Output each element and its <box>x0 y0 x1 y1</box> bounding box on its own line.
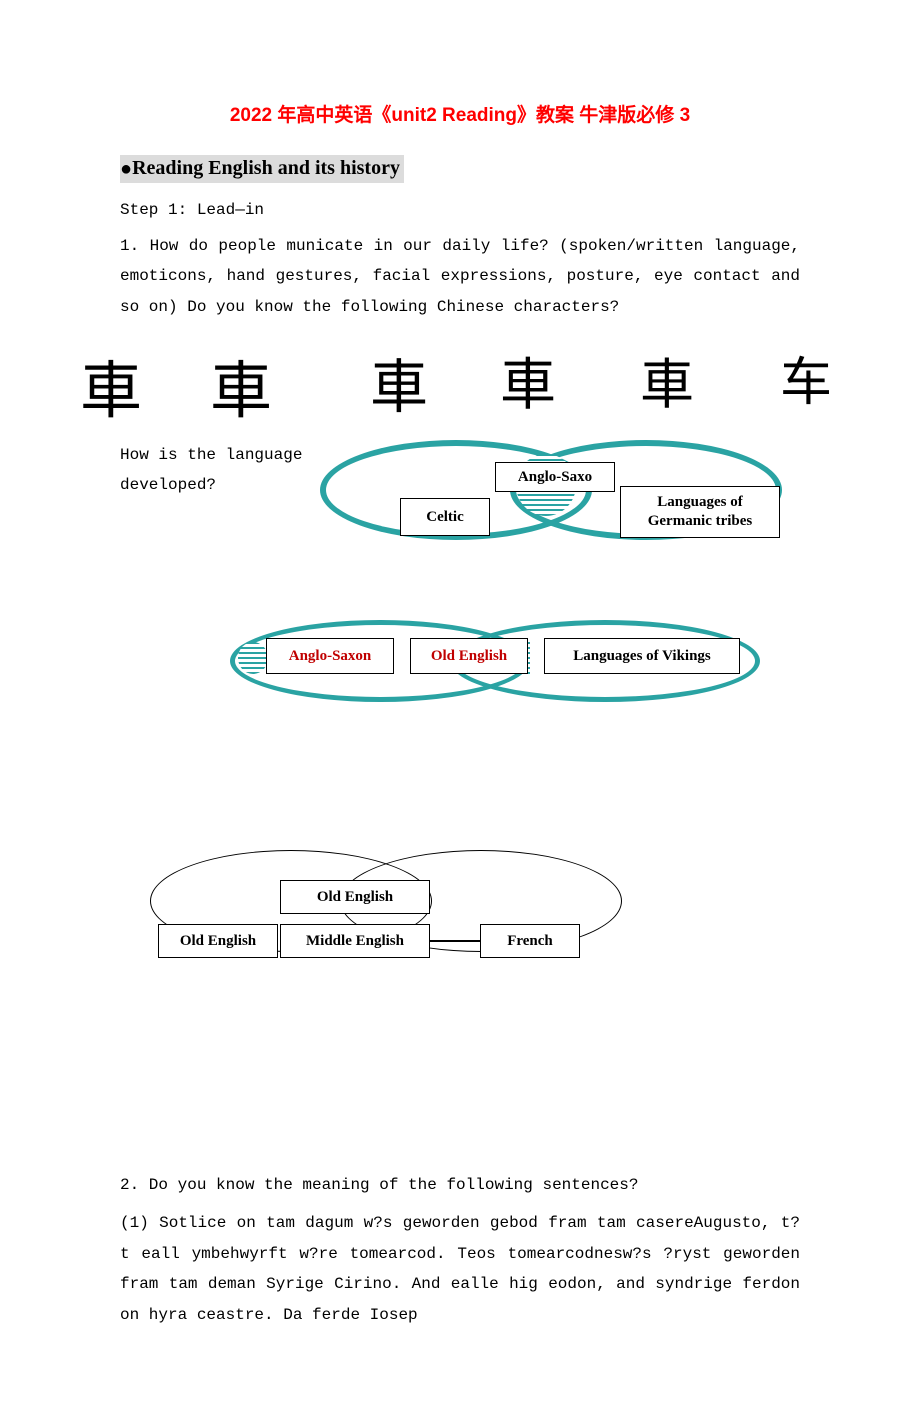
d3-box-right: French <box>480 924 580 958</box>
d3-box-top: Old English <box>280 880 430 914</box>
box-anglo-saxo: Anglo-Saxo <box>495 462 615 492</box>
diagram-1: Anglo-Saxo Celtic Languages ofGermanic t… <box>320 440 780 580</box>
char-6: 车 <box>780 340 832 415</box>
box-old-english: Old English <box>410 638 528 674</box>
box-anglo-saxon: Anglo-Saxon <box>266 638 394 674</box>
germanic-l1: Languages ofGermanic tribes <box>648 493 753 532</box>
d2-hatch-left <box>238 642 268 674</box>
subtitle-text: Reading English and its history <box>132 157 400 179</box>
title-text: 2022 年高中英语《unit2 Reading》教案 牛津版必修 3 <box>230 105 690 126</box>
box-celtic: Celtic <box>400 498 490 536</box>
paragraph-2-intro: 2. Do you know the meaning of the follow… <box>120 1170 800 1200</box>
step1-heading: Step 1: Lead—in <box>120 201 800 219</box>
char-2: 車 <box>210 340 272 430</box>
char-5: 車 <box>640 340 694 419</box>
box-vikings: Languages of Vikings <box>544 638 740 674</box>
chinese-characters-row: 車 車 車 車 車 车 <box>80 340 860 420</box>
reading-subtitle: ●Reading English and its history <box>120 155 404 183</box>
char-4: 車 <box>500 340 556 421</box>
char-3: 車 <box>370 340 428 424</box>
char-1: 車 <box>80 340 142 430</box>
paragraph-1: 1. How do people municate in our daily l… <box>120 231 800 322</box>
box-germanic: Languages ofGermanic tribes <box>620 486 780 538</box>
d3-connector <box>430 940 480 942</box>
diagram-2: Anglo-Saxon Old English Languages of Vik… <box>230 620 770 710</box>
diagram-3: Old English Old English Middle English F… <box>150 850 670 990</box>
d3-box-left: Old English <box>158 924 278 958</box>
d3-box-mid: Middle English <box>280 924 430 958</box>
subtitle-dot: ● <box>120 158 132 180</box>
question-how-developed: How is the language developed? <box>120 440 310 501</box>
paragraph-2-body: (1) Sotlice on tam dagum w?s geworden ge… <box>120 1208 800 1330</box>
page-title: 2022 年高中英语《unit2 Reading》教案 牛津版必修 3 <box>120 100 800 127</box>
